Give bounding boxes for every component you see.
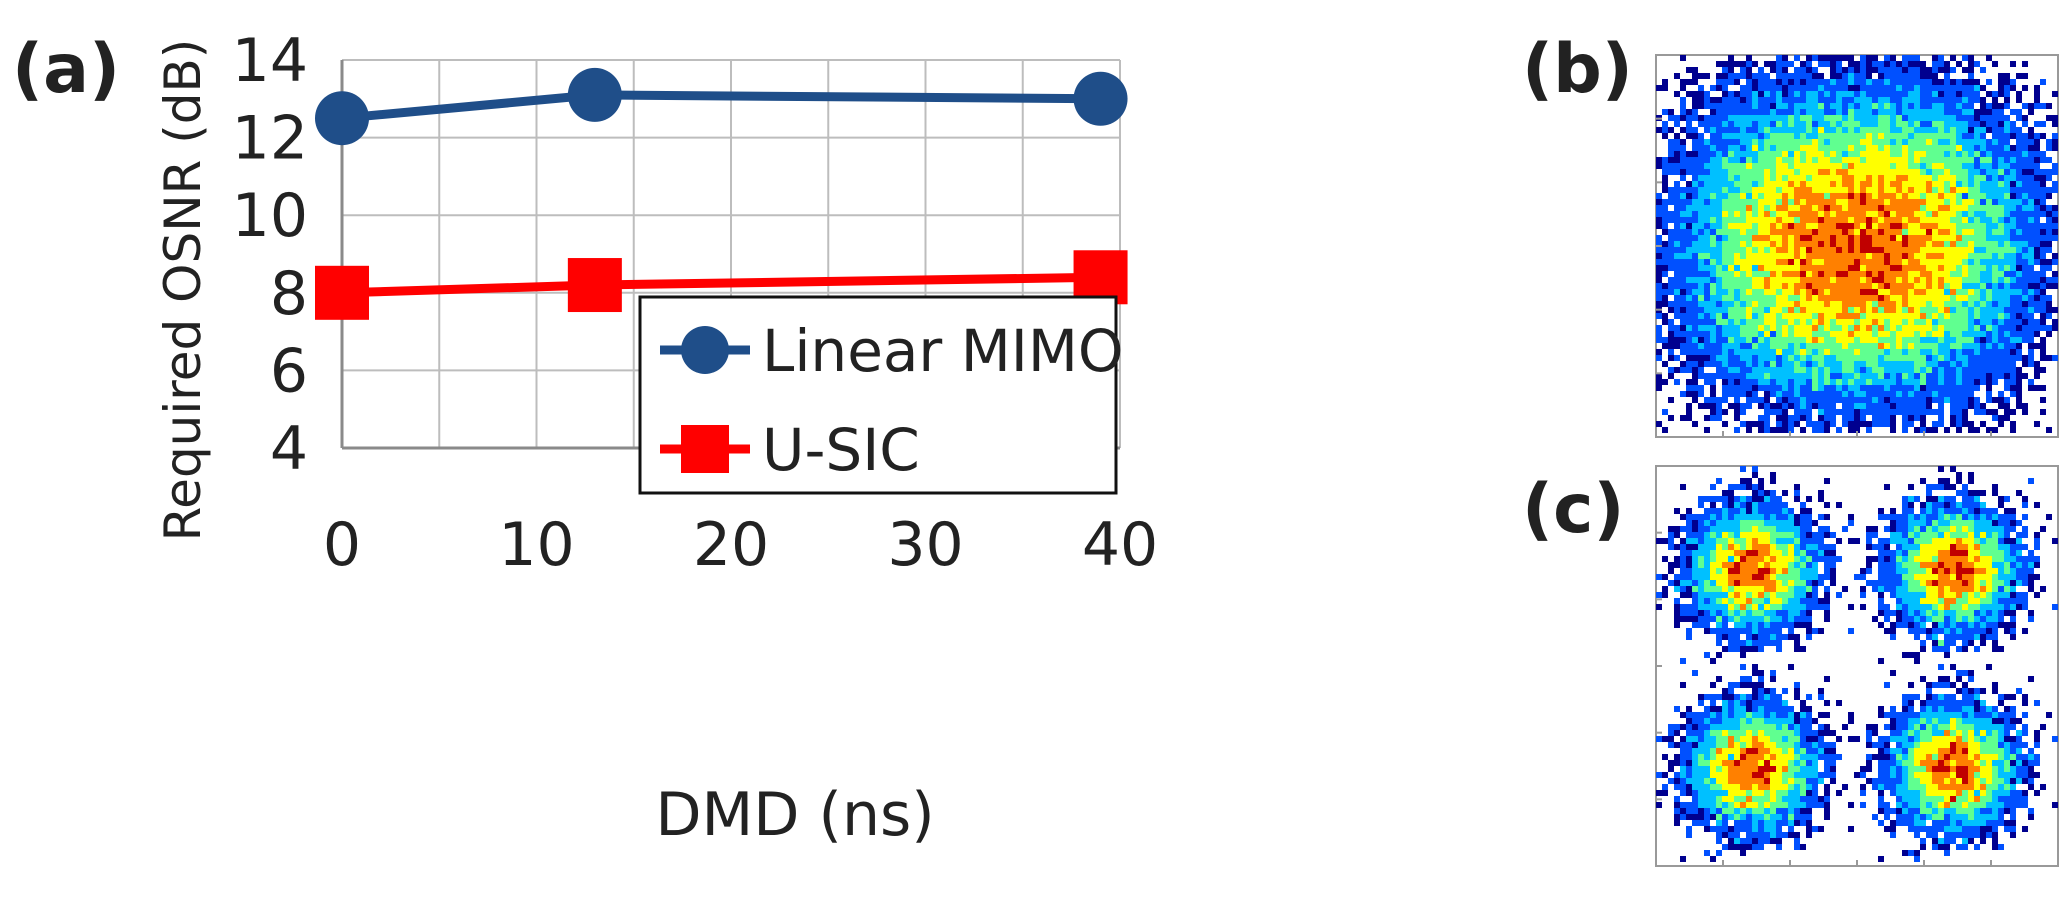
- constellation-panel-b: [1655, 54, 2059, 438]
- series-point-square: [315, 265, 369, 320]
- y-tick-label: 12: [232, 104, 308, 174]
- density-cells: [1656, 466, 2058, 862]
- y-tick-label: 10: [232, 181, 308, 251]
- series-line-1: [341, 272, 1101, 298]
- density-cells: [1710, 526, 1998, 808]
- density-cells: [1656, 55, 2058, 433]
- legend-label: U-SIC: [762, 416, 920, 484]
- series-point-square: [1073, 250, 1128, 305]
- x-tick-label: 30: [887, 510, 963, 580]
- y-tick-label: 4: [270, 414, 308, 484]
- x-tick-label: 40: [1082, 510, 1158, 580]
- y-tick-label: 8: [270, 259, 308, 329]
- y-axis-label: Required OSNR (dB): [154, 39, 212, 542]
- y-tick-label: 6: [270, 336, 308, 406]
- density-cells: [1692, 514, 2016, 820]
- series-point-circle: [1073, 71, 1128, 126]
- legend: Linear MIMO U-SIC: [638, 295, 1124, 495]
- legend-marker-square: [681, 425, 729, 473]
- density-cells: [1698, 103, 2016, 391]
- density-cells: [1674, 496, 2034, 844]
- panel-label-a: (a): [12, 30, 120, 109]
- x-tick-label: 10: [498, 510, 574, 580]
- legend-marker-circle: [681, 326, 729, 374]
- density-cells: [1716, 538, 1986, 808]
- series-point-circle: [567, 67, 622, 122]
- density-cells: [1788, 193, 1932, 301]
- series-layer: [315, 67, 1128, 320]
- series-line-0: [341, 90, 1101, 123]
- density-cells: [1656, 55, 2058, 433]
- constellation-panel-c: [1655, 465, 2059, 867]
- series-point-square: [567, 258, 622, 313]
- panel-label-c: (c): [1522, 470, 1624, 549]
- y-tick-label: 14: [232, 26, 308, 96]
- density-cells: [1728, 544, 1974, 802]
- legend-label: Linear MIMO: [762, 317, 1124, 385]
- series-point-circle: [315, 91, 369, 146]
- x-tick-label: 0: [323, 510, 361, 580]
- x-tick-label: 20: [693, 510, 769, 580]
- density-cells: [1746, 163, 1962, 349]
- panel-label-b: (b): [1522, 30, 1633, 109]
- density-cells: [1722, 127, 1974, 355]
- x-axis-label: DMD (ns): [655, 780, 934, 850]
